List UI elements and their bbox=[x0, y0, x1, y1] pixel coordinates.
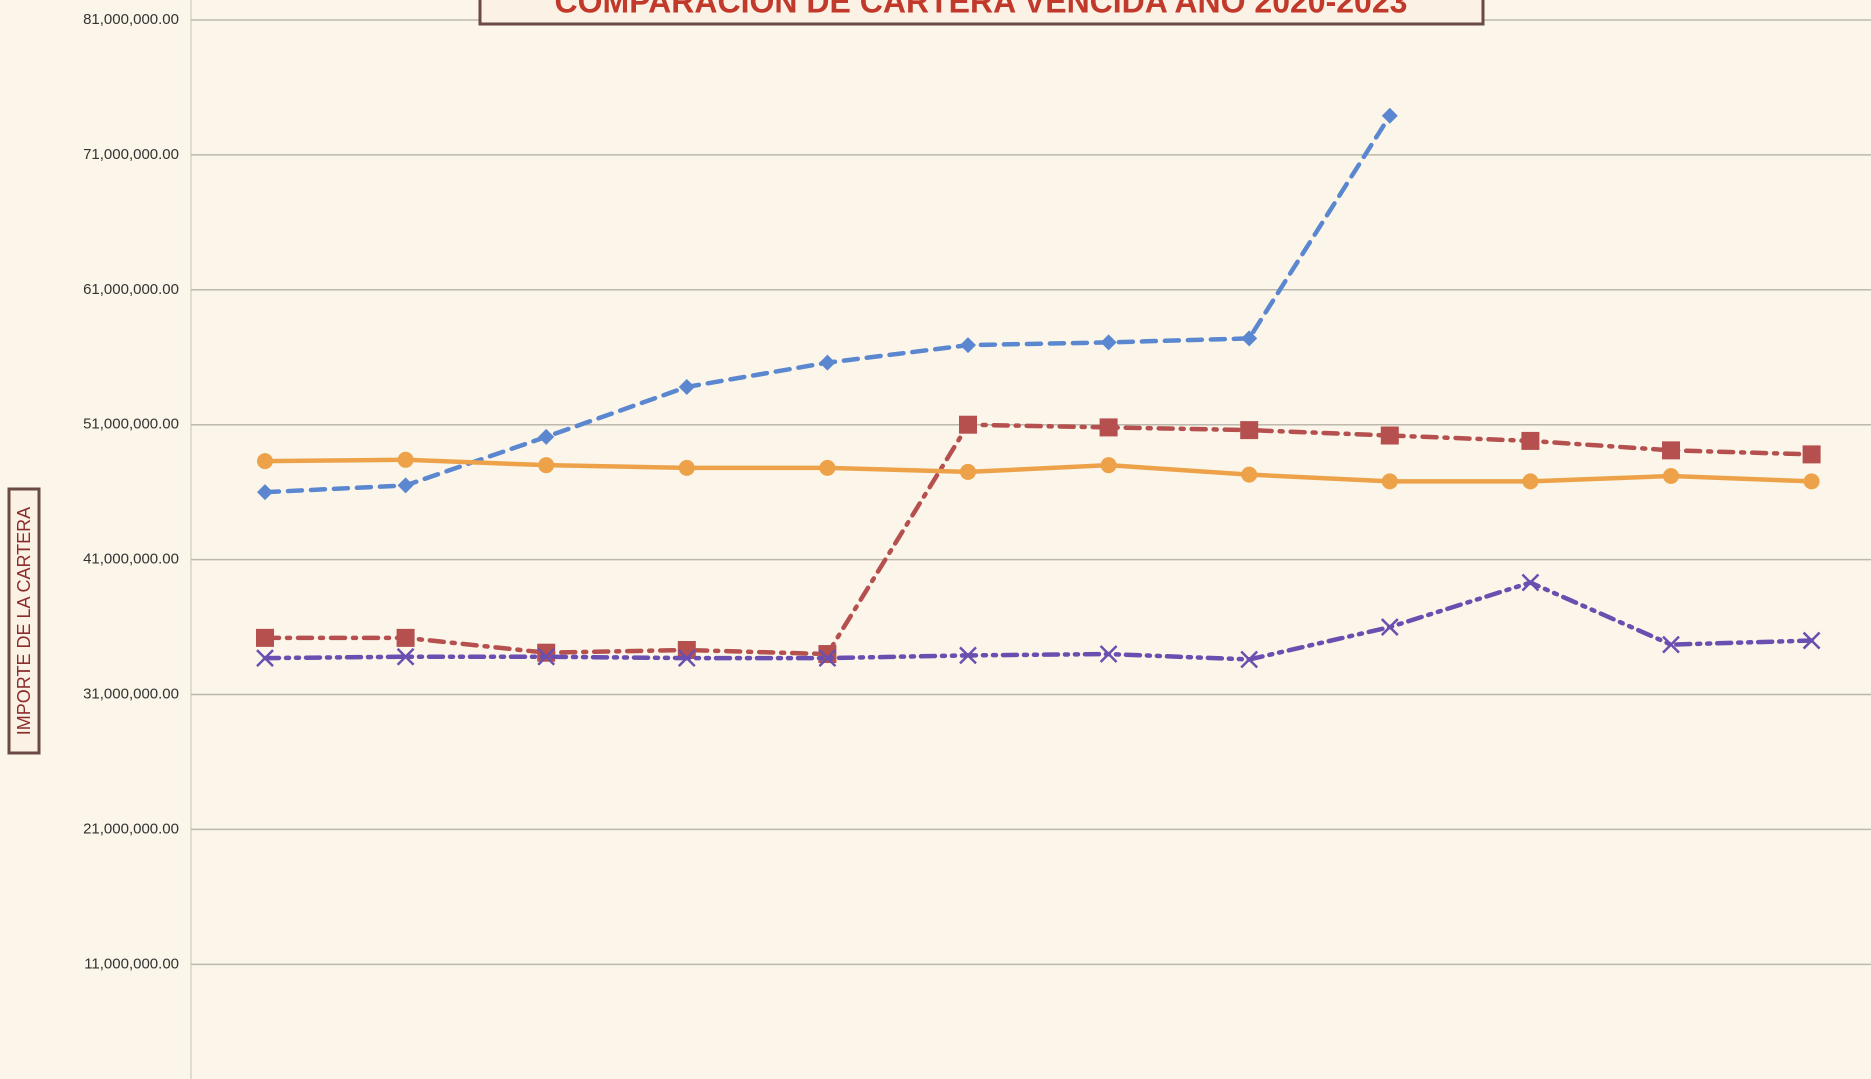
y-axis-label: IMPORTE DE LA CARTERA bbox=[14, 507, 34, 735]
marker bbox=[1241, 466, 1258, 483]
marker bbox=[960, 463, 976, 480]
marker bbox=[397, 477, 414, 494]
marker bbox=[959, 415, 977, 434]
marker bbox=[819, 459, 836, 476]
y-label-box bbox=[7, 487, 41, 755]
marker bbox=[1662, 441, 1680, 460]
y-tick-label: 11,000,000.00 bbox=[84, 955, 179, 972]
marker bbox=[1240, 650, 1259, 669]
marker bbox=[397, 451, 414, 468]
marker bbox=[818, 645, 837, 664]
series-line bbox=[262, 422, 1814, 657]
marker bbox=[1662, 635, 1680, 654]
marker bbox=[257, 484, 273, 501]
y-tick-label: 31,000,000.00 bbox=[83, 685, 179, 702]
marker bbox=[678, 459, 695, 476]
marker bbox=[1380, 426, 1399, 445]
marker bbox=[256, 628, 274, 647]
marker bbox=[818, 649, 837, 667]
marker bbox=[538, 457, 555, 474]
marker bbox=[1100, 334, 1117, 351]
y-tick-label: 51,000,000.00 bbox=[83, 416, 179, 433]
marker bbox=[1100, 457, 1117, 474]
title-box bbox=[478, 0, 1485, 26]
marker bbox=[1802, 631, 1821, 650]
marker bbox=[1381, 107, 1398, 124]
grid: 11,000,000.00 21,000,000.00 31,000,000.00 4… bbox=[83, 11, 1871, 972]
marker bbox=[1240, 421, 1259, 440]
marker bbox=[959, 646, 977, 665]
marker bbox=[1521, 573, 1540, 592]
marker bbox=[396, 647, 415, 666]
y-label-group: IMPORTE DE LA CARTERA bbox=[7, 487, 41, 755]
marker bbox=[819, 354, 836, 371]
y-tick-label: 41,000,000.00 bbox=[83, 551, 179, 568]
marker bbox=[677, 649, 696, 667]
marker bbox=[1241, 330, 1258, 347]
marker bbox=[960, 337, 976, 354]
marker bbox=[678, 378, 695, 395]
marker bbox=[257, 453, 273, 470]
marker bbox=[1803, 473, 1820, 490]
marker bbox=[537, 647, 556, 666]
series bbox=[257, 451, 1820, 490]
y-tick-label: 81,000,000.00 bbox=[83, 11, 179, 28]
marker bbox=[1099, 645, 1118, 663]
series-line bbox=[262, 580, 1814, 662]
series bbox=[256, 573, 1821, 669]
series-line bbox=[262, 457, 1814, 484]
y-tick-label: 21,000,000.00 bbox=[83, 820, 179, 837]
marker bbox=[1663, 467, 1679, 484]
y-tick-label: 71,000,000.00 bbox=[83, 146, 179, 163]
series bbox=[257, 107, 1398, 501]
marker bbox=[1380, 618, 1399, 636]
marker bbox=[1099, 418, 1118, 437]
y-tick-label: 61,000,000.00 bbox=[83, 281, 179, 298]
marker bbox=[538, 428, 555, 445]
marker bbox=[256, 649, 274, 667]
marker bbox=[1522, 473, 1539, 490]
chart-title: COMPARACION DE CARTERA VENCIDA AÑO 2020-… bbox=[555, 0, 1408, 19]
marker bbox=[1381, 473, 1398, 490]
marker bbox=[1521, 431, 1540, 450]
lines bbox=[256, 107, 1821, 669]
marker bbox=[396, 628, 415, 647]
marker bbox=[1802, 445, 1821, 464]
